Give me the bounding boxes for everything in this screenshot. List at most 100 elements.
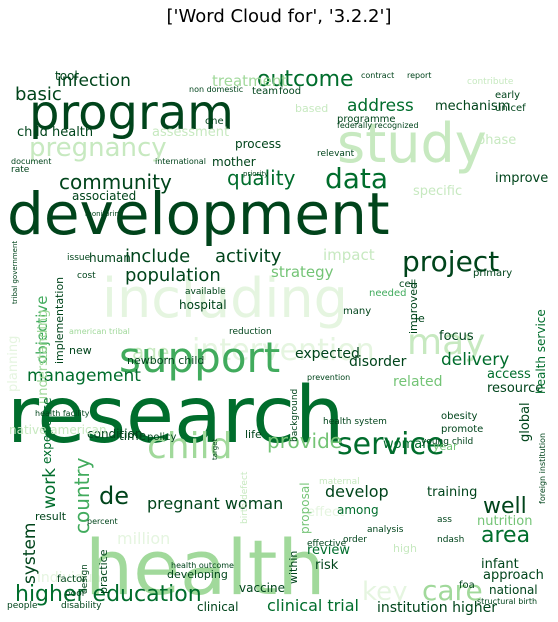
word: may — [407, 322, 485, 363]
word: infant — [481, 557, 519, 572]
word: needed — [369, 288, 407, 299]
word: data — [325, 162, 388, 195]
word: impact — [323, 246, 375, 264]
word: cell — [399, 279, 416, 290]
word: mechanism — [435, 99, 510, 114]
word: ass — [437, 515, 452, 525]
word: factor — [57, 574, 87, 585]
word: programme — [337, 114, 396, 125]
word: based — [295, 102, 328, 115]
word: background — [290, 389, 300, 442]
word: higher education — [15, 582, 202, 607]
word: tribal government — [11, 241, 19, 304]
word: quality — [227, 166, 296, 190]
word: support — [119, 333, 280, 382]
word: contribute — [467, 77, 514, 87]
word: document — [11, 157, 51, 166]
word: phase — [477, 133, 516, 148]
word: planning — [7, 336, 21, 392]
word: well — [483, 494, 527, 519]
word: tool — [55, 69, 78, 83]
word: design — [80, 564, 90, 594]
word: basic — [15, 84, 62, 105]
word: treatment — [212, 72, 287, 90]
word: result — [35, 510, 67, 523]
word: high — [393, 542, 417, 555]
word: resource — [487, 381, 543, 396]
word: strategy — [271, 263, 334, 281]
word: country — [70, 457, 94, 534]
word: area — [481, 523, 530, 548]
word: clinical — [197, 600, 239, 614]
word: child health — [17, 125, 93, 140]
word: specific — [413, 184, 462, 199]
word: work — [40, 468, 60, 509]
word: effective — [307, 539, 347, 549]
word: foa — [459, 580, 475, 591]
word: implementation — [53, 277, 66, 364]
word: health outcome — [171, 561, 234, 570]
word: assessment — [152, 125, 229, 140]
word: unicef — [495, 103, 526, 114]
word: reduction — [229, 327, 272, 337]
word: million — [117, 529, 170, 548]
word-cloud-canvas: including study intervention may age key… — [7, 67, 548, 616]
word: order — [343, 535, 367, 545]
word: primary — [473, 268, 512, 279]
word: mother — [212, 155, 256, 169]
word: health system — [323, 417, 387, 427]
word: ndash — [437, 535, 464, 545]
chart-title: ['Word Cloud for', '3.2.2'] — [166, 6, 392, 27]
word: understanding — [36, 309, 51, 404]
word: delivery — [441, 350, 509, 370]
word: service — [337, 427, 444, 462]
word: analysis — [367, 525, 404, 535]
word: disorder — [349, 354, 407, 370]
word: provide — [267, 429, 342, 453]
word: young child — [421, 437, 473, 447]
word: people — [7, 601, 38, 611]
word: newborn child — [127, 354, 204, 367]
word: improve — [495, 171, 548, 186]
word: many — [343, 306, 371, 317]
word: key — [362, 577, 408, 607]
word: promote — [441, 424, 483, 435]
word: condition — [87, 427, 142, 441]
word: maternal — [319, 477, 360, 487]
word: pregnancy — [29, 133, 167, 163]
word: priority — [243, 170, 268, 178]
word: project — [402, 245, 499, 278]
word: disability — [61, 601, 102, 611]
word: structural birth — [477, 597, 537, 606]
word: poor — [65, 589, 86, 599]
word: non domestic — [189, 85, 243, 94]
word: intervention — [192, 333, 375, 368]
word: review — [307, 543, 350, 558]
word: activity — [215, 246, 282, 267]
word: foreign institution — [538, 433, 547, 504]
word: health — [85, 523, 326, 612]
word: team — [252, 86, 278, 97]
word: life — [245, 428, 262, 441]
word: within — [287, 551, 300, 584]
word: training — [427, 485, 477, 500]
word: objective — [33, 296, 51, 365]
word: approach — [483, 568, 544, 583]
word: institution higher — [377, 600, 497, 616]
word: including — [102, 267, 348, 330]
word: federally recognized — [337, 121, 419, 130]
word: among — [337, 503, 379, 517]
word: age — [132, 340, 169, 364]
word: expected — [295, 346, 360, 362]
word: percent — [87, 517, 118, 526]
word: improved — [407, 282, 420, 334]
word: program — [29, 85, 234, 141]
word: focus — [439, 329, 474, 344]
word: pregnant woman — [147, 494, 283, 513]
word: develop — [325, 482, 389, 501]
word: health service — [534, 309, 548, 394]
word: practice — [97, 549, 110, 594]
word: developing — [167, 568, 228, 581]
word: obesity — [441, 411, 478, 422]
word: new — [69, 344, 92, 357]
